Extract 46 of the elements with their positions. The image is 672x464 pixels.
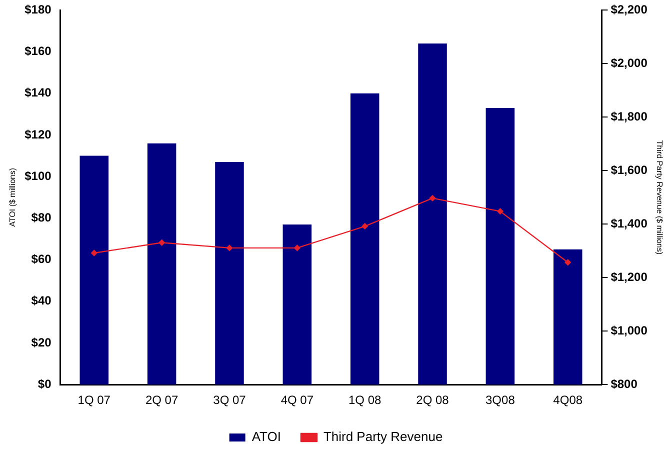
x-tick-label: 4Q08 xyxy=(553,393,583,408)
y2-tick-label: $1,400 xyxy=(610,216,648,230)
y-tick-label: $160 xyxy=(24,44,52,58)
point xyxy=(497,208,504,214)
bar xyxy=(80,156,109,385)
x-tick-label: 1Q 07 xyxy=(78,393,111,408)
bar xyxy=(486,108,515,385)
x-tick-label: 2Q 08 xyxy=(416,393,450,408)
bar xyxy=(215,162,244,385)
y-tick-label: $60 xyxy=(31,252,52,266)
y-tick-label: $0 xyxy=(38,376,52,391)
y-tick-label: $120 xyxy=(24,127,52,142)
y-tick-label: $20 xyxy=(31,335,52,350)
bar xyxy=(147,143,176,385)
y-tick-label: $40 xyxy=(31,294,52,308)
y2-axis-title: Third Party Revenue ($ millions) xyxy=(654,140,664,255)
y2-tick-label: $2,200 xyxy=(610,2,648,17)
point xyxy=(91,250,98,256)
point xyxy=(429,195,436,202)
y-tick-label: $80 xyxy=(31,210,52,225)
x-tick-label: 3Q 07 xyxy=(213,393,246,408)
legend-label: ATOI xyxy=(252,429,281,444)
y2-tick-label: $1,200 xyxy=(610,270,648,284)
x-tick-label: 2Q 07 xyxy=(145,393,178,408)
y2-tick-label: $1,600 xyxy=(610,162,648,177)
y2-tick-label: $800 xyxy=(610,376,638,391)
x-tick-label: 4Q 07 xyxy=(280,393,314,408)
point xyxy=(158,239,165,246)
y-axis-title: ATOI ($ millions) xyxy=(8,168,18,227)
x-tick-label: 1Q 08 xyxy=(348,393,382,408)
point xyxy=(226,244,233,252)
y-tick-label: $180 xyxy=(24,2,52,17)
y2-tick-label: $1,800 xyxy=(610,109,648,124)
bar xyxy=(282,224,312,385)
point xyxy=(564,259,571,266)
bar xyxy=(553,249,582,385)
y2-tick-label: $2,000 xyxy=(610,56,648,70)
y-tick-label: $140 xyxy=(24,86,52,100)
point xyxy=(362,223,368,230)
y-tick-label: $100 xyxy=(24,168,52,183)
bar xyxy=(418,43,447,385)
point xyxy=(294,244,300,252)
bar xyxy=(350,93,380,385)
y2-tick-label: $1,000 xyxy=(610,323,648,338)
x-tick-label: 3Q08 xyxy=(486,393,516,408)
legend-label: Third Party Revenue xyxy=(323,429,443,444)
